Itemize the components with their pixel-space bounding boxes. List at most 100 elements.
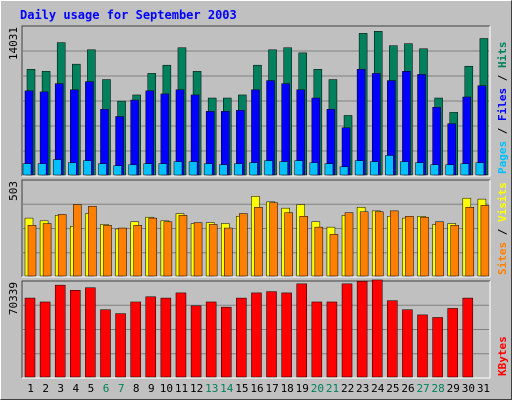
x-tick-label: 28 (432, 382, 445, 395)
kbytes-bar (54, 284, 66, 378)
hits-ymax-label: 14031 (7, 27, 20, 60)
x-tick-label: 5 (88, 382, 95, 395)
kbytes-bar (115, 313, 126, 378)
pages-bar (400, 161, 409, 176)
visits-legend-text: Sites / Visits (496, 182, 509, 275)
pages-bar (309, 162, 319, 176)
pages-bar (219, 164, 228, 176)
sites-bar (27, 225, 37, 277)
pages-bar (68, 162, 77, 176)
kbytes-bar (39, 301, 51, 378)
pages-bar (294, 160, 303, 176)
sites-bar (344, 212, 354, 277)
sites-bar (178, 215, 188, 277)
sites-bar (239, 213, 248, 277)
x-tick-label: 27 (416, 382, 429, 395)
legend-sep: / (496, 222, 509, 242)
hits-panel-frame-dark (21, 25, 490, 176)
kbytes-bar (100, 309, 111, 378)
x-tick-label: 13 (205, 382, 218, 395)
sites-bar (118, 227, 127, 277)
x-tick-label: 16 (250, 382, 263, 395)
chart-title: Daily usage for September 2003 (20, 8, 237, 22)
hits-legend: Pages / Files / Hits (496, 42, 509, 175)
kbytes-ymax-label: 70339 (7, 282, 20, 315)
pages-bar (98, 163, 107, 176)
x-tick-label: 20 (311, 382, 324, 395)
files-bar (160, 93, 170, 176)
kbytes-legend: KBytes (496, 336, 509, 376)
pages-bar (113, 165, 122, 176)
files-bar (402, 71, 411, 176)
sites-bar (405, 216, 414, 277)
pages-bar (52, 159, 62, 176)
sites-bar (88, 206, 97, 277)
x-tick-label: 11 (175, 382, 188, 395)
x-tick-label: 30 (462, 382, 475, 395)
x-tick-label: 10 (160, 382, 173, 395)
pages-bar (173, 161, 183, 176)
x-tick-label: 8 (133, 382, 140, 395)
sites-bar (359, 211, 369, 277)
sites-bar (42, 223, 52, 277)
kbytes-bar (341, 283, 353, 378)
kbytes-bar (221, 306, 232, 378)
pages-bar (369, 161, 379, 176)
files-bar (462, 96, 472, 176)
sites-bar (103, 225, 112, 277)
kbytes-bar (190, 305, 202, 378)
visits-ymax-label: 503 (7, 181, 20, 201)
sites-bar (299, 216, 308, 277)
pages-bar (279, 161, 288, 176)
files-bar (130, 99, 139, 176)
kbytes-bar (24, 297, 36, 378)
files-bar (251, 89, 260, 176)
kbytes-bar (160, 297, 172, 378)
kbytes-bar (85, 287, 96, 378)
x-tick-label: 17 (265, 382, 278, 395)
kbytes-bar (462, 297, 474, 378)
legend-sites: Sites (496, 242, 509, 275)
sites-bar (133, 225, 142, 277)
kbytes-bar (417, 314, 428, 378)
pages-bar (475, 162, 485, 176)
files-bar (371, 73, 381, 176)
sites-bar (390, 210, 399, 277)
pages-bar (128, 164, 137, 176)
hits-legend-text: Pages / Files / Hits (496, 42, 509, 175)
x-tick-label: 9 (148, 382, 155, 395)
sites-bar (148, 217, 158, 277)
files-bar (281, 83, 290, 176)
pages-bar (83, 160, 92, 176)
kbytes-bar (387, 300, 398, 378)
x-tick-label: 22 (341, 382, 354, 395)
kbytes-bar (371, 279, 383, 378)
x-tick-label: 31 (477, 382, 490, 395)
legend-files: Files (496, 88, 509, 121)
pages-bar (158, 163, 168, 176)
sites-bar (284, 212, 293, 277)
x-tick-label: 2 (42, 382, 49, 395)
kbytes-bar (402, 309, 413, 378)
kbytes-panel-frame-dark (21, 280, 490, 378)
pages-bar (354, 160, 364, 176)
sites-bar (224, 227, 233, 277)
kbytes-bar (70, 290, 81, 378)
pages-bar (460, 163, 470, 176)
sites-bar (480, 205, 490, 277)
sites-bar (254, 207, 263, 277)
pages-bar (203, 163, 213, 176)
pages-bar (385, 155, 394, 176)
pages-bar (430, 164, 439, 176)
x-tick-label: 14 (220, 382, 234, 395)
kbytes-legend-text: KBytes (496, 336, 509, 376)
pages-bar (339, 166, 349, 176)
kbytes-bar (311, 301, 323, 378)
sites-bar (269, 202, 278, 277)
x-tick-label: 26 (401, 382, 414, 395)
sites-bar (163, 221, 173, 277)
kbytes-bar (296, 283, 307, 378)
pages-bar (249, 162, 258, 176)
kbytes-bar (432, 317, 443, 378)
